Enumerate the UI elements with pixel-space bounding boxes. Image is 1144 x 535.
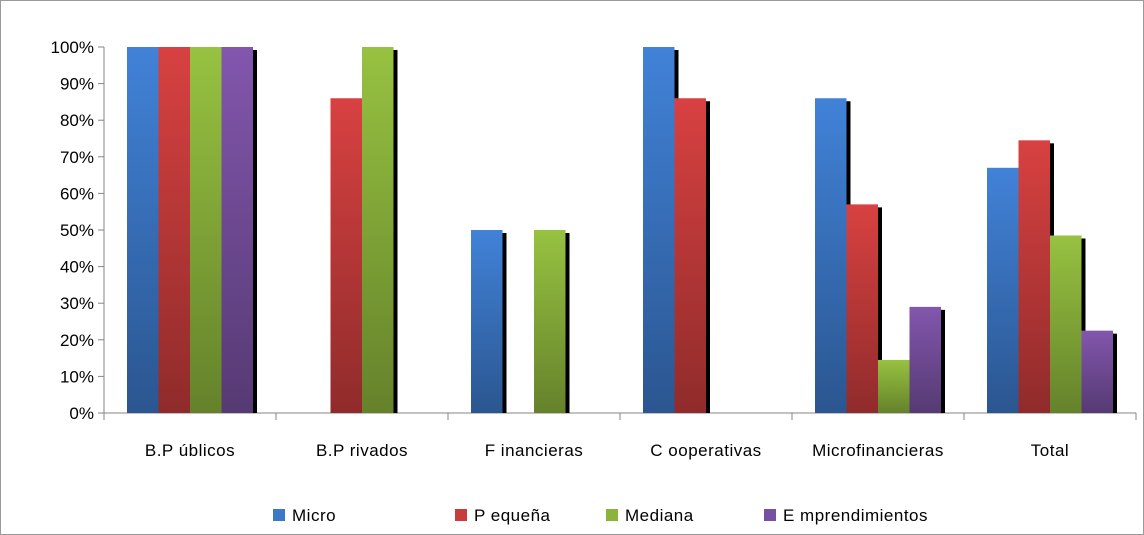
legend-swatch (455, 509, 467, 521)
y-tick-label: 100% (51, 38, 94, 57)
category-label: Microfinancieras (812, 441, 944, 460)
legend: Micro P equeña Mediana E mprendimientos (273, 506, 928, 525)
legend-label: Mediana (625, 506, 694, 525)
y-tick-label: 10% (60, 367, 94, 386)
bar-micro (643, 47, 675, 413)
bar-pequeña (330, 98, 362, 414)
y-tick-label: 20% (60, 331, 94, 350)
legend-label: Micro (292, 506, 336, 525)
bar-micro (987, 167, 1019, 413)
y-tick-label: 0% (69, 404, 94, 423)
bar-mediana (878, 359, 910, 413)
legend-label: P equeña (474, 506, 551, 525)
category-label: Total (1031, 441, 1069, 460)
x-axis: B.P úblicos B.P rivados F inancieras C oope… (103, 412, 1137, 460)
legend-swatch (764, 509, 776, 521)
bar-pequeña (158, 47, 190, 413)
y-tick-label: 40% (60, 258, 94, 277)
legend-swatch (273, 509, 285, 521)
y-tick-label: 60% (60, 184, 94, 203)
bar-mediana (1050, 235, 1082, 413)
bar-mediana (190, 47, 222, 413)
category-label: B.P úblicos (145, 441, 235, 460)
legend-label: E mprendimientos (783, 506, 928, 525)
category-label: F inancieras (485, 441, 584, 460)
y-tick-label: 90% (60, 75, 94, 94)
bar-mediana (534, 230, 566, 413)
category-label: B.P rivados (316, 441, 408, 460)
bar-pequeña (674, 98, 706, 414)
y-axis: 0% 10% 20% 30% 40% 50% 60% 70% 80% 90% 100% (51, 38, 105, 423)
bar-emprendimientos (909, 306, 941, 413)
bar-mediana (362, 47, 394, 413)
bar-pequeña (846, 204, 878, 413)
bar-micro (127, 47, 159, 413)
bar-emprendimientos (1081, 330, 1113, 413)
y-tick-label: 80% (60, 111, 94, 130)
bar-pequeña (1018, 140, 1050, 413)
category-label: C ooperativas (650, 441, 761, 460)
bar-emprendimientos (221, 47, 253, 413)
bars-group (127, 47, 1117, 414)
bar-micro (815, 98, 847, 414)
bar-micro (471, 230, 503, 413)
y-tick-label: 70% (60, 148, 94, 167)
y-tick-label: 50% (60, 221, 94, 240)
legend-swatch (606, 509, 618, 521)
y-tick-label: 30% (60, 294, 94, 313)
